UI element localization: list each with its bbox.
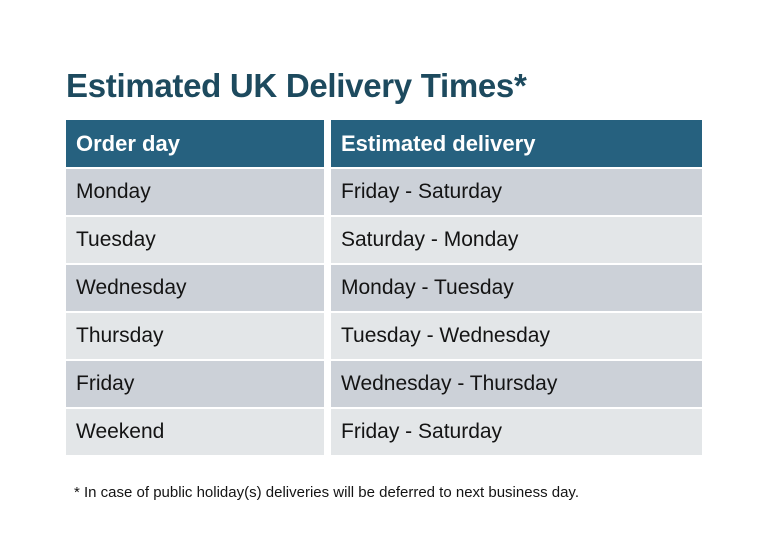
- table-row: Monday Friday - Saturday: [66, 169, 702, 215]
- cell-estimated-delivery: Friday - Saturday: [331, 409, 702, 455]
- table-row: Friday Wednesday - Thursday: [66, 361, 702, 407]
- cell-order-day: Friday: [66, 361, 324, 407]
- cell-estimated-delivery: Tuesday - Wednesday: [331, 313, 702, 359]
- table-row: Thursday Tuesday - Wednesday: [66, 313, 702, 359]
- cell-order-day: Wednesday: [66, 265, 324, 311]
- cell-estimated-delivery: Wednesday - Thursday: [331, 361, 702, 407]
- cell-order-day: Monday: [66, 169, 324, 215]
- table-row: Wednesday Monday - Tuesday: [66, 265, 702, 311]
- cell-order-day: Tuesday: [66, 217, 324, 263]
- table-row: Weekend Friday - Saturday: [66, 409, 702, 455]
- delivery-times-table: Order day Estimated delivery Monday Frid…: [66, 120, 702, 457]
- cell-order-day: Thursday: [66, 313, 324, 359]
- table-header-row: Order day Estimated delivery: [66, 120, 702, 167]
- cell-estimated-delivery: Saturday - Monday: [331, 217, 702, 263]
- table-row: Tuesday Saturday - Monday: [66, 217, 702, 263]
- cell-estimated-delivery: Friday - Saturday: [331, 169, 702, 215]
- footnote: * In case of public holiday(s) deliverie…: [74, 484, 579, 501]
- cell-order-day: Weekend: [66, 409, 324, 455]
- cell-estimated-delivery: Monday - Tuesday: [331, 265, 702, 311]
- column-header-order-day: Order day: [66, 120, 324, 167]
- page-title: Estimated UK Delivery Times*: [66, 67, 527, 105]
- column-header-estimated-delivery: Estimated delivery: [331, 120, 702, 167]
